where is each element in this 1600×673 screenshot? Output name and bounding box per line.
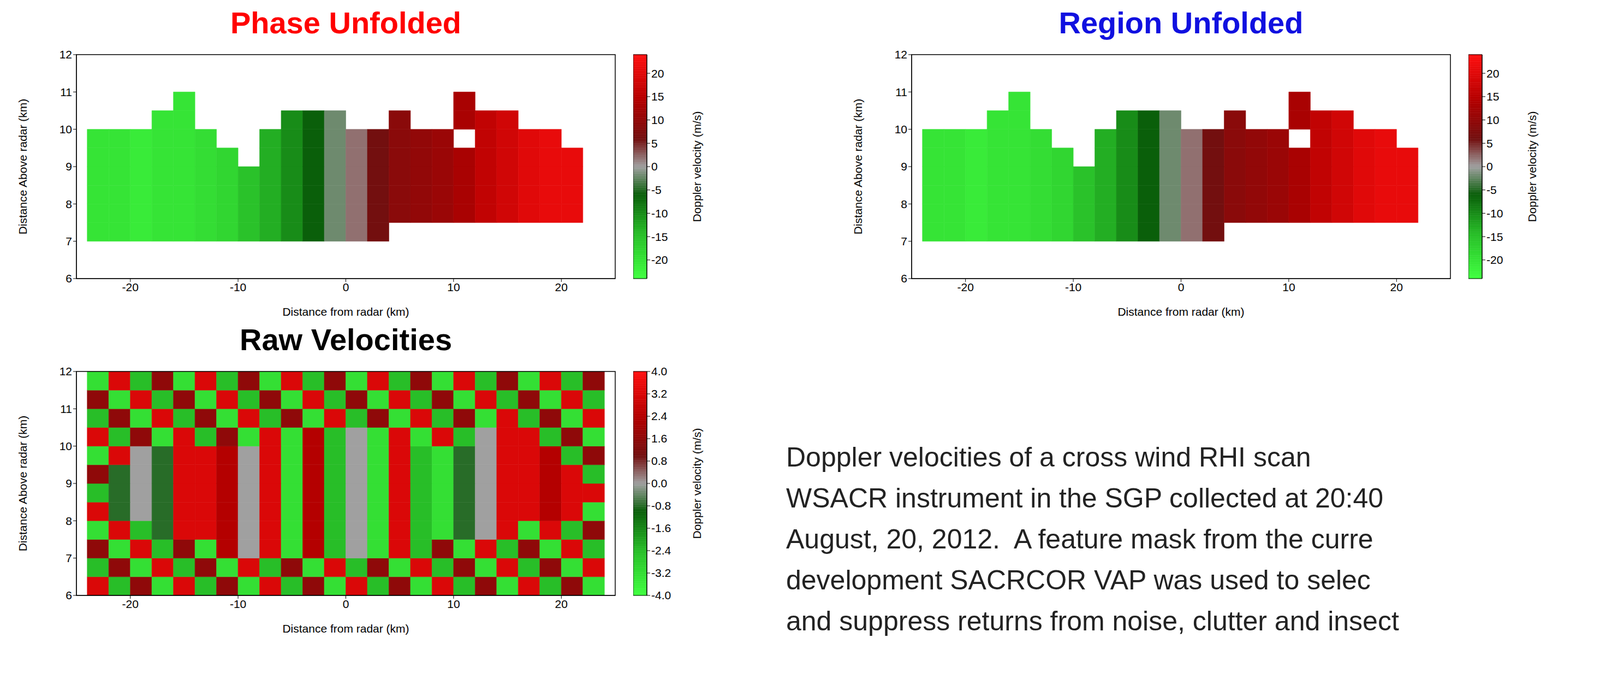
- svg-text:10: 10: [651, 113, 664, 127]
- svg-text:-15: -15: [651, 230, 668, 243]
- svg-text:Distance Above radar (km): Distance Above radar (km): [851, 98, 865, 235]
- svg-text:20: 20: [1390, 280, 1403, 294]
- svg-text:8: 8: [65, 197, 73, 211]
- svg-text:-5: -5: [1486, 183, 1497, 196]
- html-text:development SACRCOR VAP was us: development SACRCOR VAP was used to sele…: [786, 564, 1371, 596]
- svg-text:10: 10: [894, 122, 908, 136]
- svg-text:Distance Above radar (km): Distance Above radar (km): [16, 415, 29, 552]
- svg-text:-20: -20: [651, 253, 668, 266]
- svg-text:8: 8: [65, 514, 73, 527]
- svg-text:20: 20: [555, 597, 568, 610]
- svg-text:0: 0: [1178, 280, 1185, 294]
- svg-text:-2.4: -2.4: [651, 543, 672, 557]
- svg-text:-20: -20: [122, 280, 139, 294]
- svg-text:6: 6: [65, 271, 73, 285]
- svg-text:12: 12: [894, 48, 908, 61]
- html-text:WSACR instrument in the SGP co: WSACR instrument in the SGP collected at…: [786, 482, 1384, 514]
- svg-text:-15: -15: [1486, 230, 1503, 243]
- svg-text:Doppler velocity (m/s): Doppler velocity (m/s): [1525, 110, 1539, 222]
- svg-text:0: 0: [342, 597, 350, 610]
- svg-text:-0.8: -0.8: [651, 498, 671, 512]
- svg-text:10: 10: [59, 122, 73, 136]
- svg-text:20: 20: [555, 280, 568, 294]
- svg-text:2.4: 2.4: [651, 409, 668, 422]
- svg-text:10: 10: [59, 439, 73, 452]
- svg-text:11: 11: [60, 85, 73, 99]
- svg-text:-10: -10: [1486, 206, 1503, 220]
- html-text:Region Unfolded: Region Unfolded: [1058, 5, 1304, 40]
- svg-text:8: 8: [900, 197, 908, 211]
- svg-text:12: 12: [59, 364, 73, 378]
- html-text:August, 20, 2012. A feature ma: August, 20, 2012. A feature mask from th…: [786, 523, 1374, 555]
- svg-text:Distance from radar (km): Distance from radar (km): [282, 305, 409, 318]
- svg-text:10: 10: [447, 597, 460, 610]
- svg-text:9: 9: [65, 476, 73, 490]
- svg-text:-3.2: -3.2: [651, 566, 671, 579]
- svg-text:7: 7: [900, 234, 908, 248]
- svg-text:Distance Above radar (km): Distance Above radar (km): [16, 98, 29, 235]
- svg-text:1.6: 1.6: [651, 431, 668, 445]
- svg-text:20: 20: [1486, 67, 1500, 80]
- svg-text:7: 7: [65, 234, 73, 248]
- html-text:and suppress returns from nois: and suppress returns from noise, clutter…: [786, 605, 1400, 636]
- svg-text:0: 0: [342, 280, 350, 294]
- svg-text:4.0: 4.0: [651, 364, 668, 378]
- svg-text:Doppler velocity (m/s): Doppler velocity (m/s): [690, 110, 704, 222]
- svg-text:Distance from radar (km): Distance from radar (km): [282, 621, 409, 635]
- svg-text:-10: -10: [229, 280, 247, 294]
- html-text:Doppler velocities of a cross: Doppler velocities of a cross wind RHI s…: [786, 441, 1311, 473]
- svg-text:-20: -20: [1486, 253, 1503, 266]
- svg-text:10: 10: [1282, 280, 1295, 294]
- svg-text:-10: -10: [651, 206, 668, 220]
- html-text:Phase Unfolded: Phase Unfolded: [230, 5, 462, 40]
- svg-text:20: 20: [651, 67, 664, 80]
- svg-text:11: 11: [60, 402, 73, 415]
- svg-text:3.2: 3.2: [651, 387, 668, 400]
- svg-text:-10: -10: [229, 597, 247, 610]
- svg-text:10: 10: [1486, 113, 1500, 127]
- svg-text:11: 11: [895, 85, 908, 99]
- svg-text:9: 9: [900, 159, 908, 173]
- svg-text:-1.6: -1.6: [651, 521, 671, 534]
- svg-text:12: 12: [59, 48, 73, 61]
- svg-text:-4.0: -4.0: [651, 588, 671, 602]
- svg-text:Doppler velocity (m/s): Doppler velocity (m/s): [690, 427, 704, 539]
- svg-text:9: 9: [65, 159, 73, 173]
- svg-text:0.0: 0.0: [651, 476, 668, 490]
- svg-text:-20: -20: [122, 597, 139, 610]
- svg-text:0: 0: [1486, 159, 1494, 173]
- svg-text:-5: -5: [651, 183, 662, 196]
- svg-text:6: 6: [65, 588, 73, 602]
- svg-text:-20: -20: [957, 280, 974, 294]
- svg-text:0: 0: [651, 159, 658, 173]
- svg-text:7: 7: [65, 551, 73, 564]
- svg-text:5: 5: [1486, 137, 1494, 150]
- svg-text:15: 15: [1486, 90, 1500, 103]
- svg-text:0.8: 0.8: [651, 454, 668, 467]
- svg-text:10: 10: [447, 280, 460, 294]
- html-text:Raw Velocities: Raw Velocities: [239, 322, 452, 357]
- svg-text:-10: -10: [1065, 280, 1082, 294]
- svg-text:5: 5: [651, 137, 658, 150]
- svg-text:Distance from radar (km): Distance from radar (km): [1117, 305, 1245, 318]
- svg-text:15: 15: [651, 90, 664, 103]
- svg-text:6: 6: [900, 271, 908, 285]
